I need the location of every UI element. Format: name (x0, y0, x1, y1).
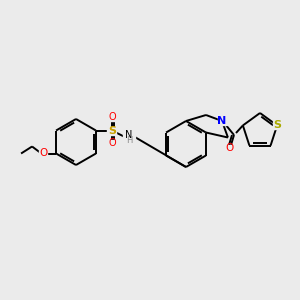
Text: O: O (226, 143, 234, 153)
Bar (123, 133, 135, 140)
Bar (107, 127, 116, 134)
Text: H: H (126, 136, 132, 145)
Bar (273, 122, 282, 129)
Text: S: S (273, 120, 281, 130)
Bar (108, 140, 116, 147)
Text: O: O (39, 148, 47, 158)
Bar (39, 150, 47, 157)
Text: O: O (108, 112, 116, 122)
Text: N: N (125, 130, 133, 140)
Text: S: S (108, 125, 116, 136)
Text: N: N (218, 116, 226, 126)
Bar (108, 114, 116, 121)
Text: O: O (108, 139, 116, 148)
Bar (218, 117, 226, 125)
Bar (226, 145, 234, 152)
